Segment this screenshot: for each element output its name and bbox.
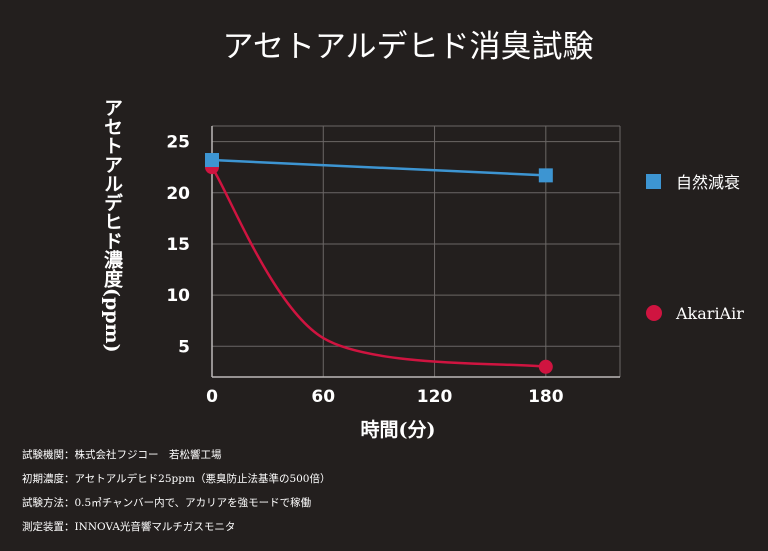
legend-marker-square: [646, 174, 661, 189]
x-tick-labels: 0 60 120 180: [206, 387, 564, 407]
note-line: 測定装置：INNOVA光音響マルチガスモニタ: [22, 520, 235, 533]
x-tick-label: 0: [206, 387, 218, 407]
data-point-akariair: [538, 359, 553, 374]
note-line: 試験方法：0.5㎥チャンバー内で、アカリアを強モードで稼働: [22, 496, 311, 509]
data-point-natural-decay: [205, 153, 219, 168]
note-line: 試験機関：株式会社フジコー 若松響工場: [22, 448, 222, 461]
series-lines: [210, 158, 546, 369]
legend-label-natural-decay: 自然減衰: [676, 173, 740, 192]
y-tick-label: 15: [166, 235, 190, 255]
x-tick-label: 60: [311, 387, 335, 407]
x-axis-title: 時間(分): [361, 419, 436, 441]
y-tick-labels: 5 10 15 20 25: [166, 133, 190, 358]
series-line-natural-decay: [211, 158, 546, 177]
x-tick-label: 120: [417, 387, 453, 407]
x-tick-label: 180: [528, 387, 564, 407]
legend: 自然減衰 AkariAir: [646, 173, 744, 323]
y-tick-label: 10: [166, 286, 190, 306]
note-line: 初期濃度：アセトアルデヒド25ppm（悪臭防止法基準の500倍）: [22, 472, 331, 485]
y-axis-title: アセトアルデヒド濃度(ppm): [101, 98, 123, 353]
data-point-natural-decay: [538, 168, 553, 183]
chart-title: アセトアルデヒド消臭試験: [222, 29, 593, 65]
series-line-akariair: [210, 166, 546, 369]
series-markers: [205, 153, 553, 374]
y-tick-label: 25: [166, 133, 190, 153]
legend-marker-circle: [646, 305, 662, 321]
notes: 試験機関：株式会社フジコー 若松響工場初期濃度：アセトアルデヒド25ppm（悪臭…: [22, 448, 331, 533]
legend-label-akariair: AkariAir: [675, 304, 744, 323]
y-tick-label: 5: [178, 337, 190, 357]
y-tick-label: 20: [166, 184, 190, 204]
grid: [212, 125, 621, 377]
